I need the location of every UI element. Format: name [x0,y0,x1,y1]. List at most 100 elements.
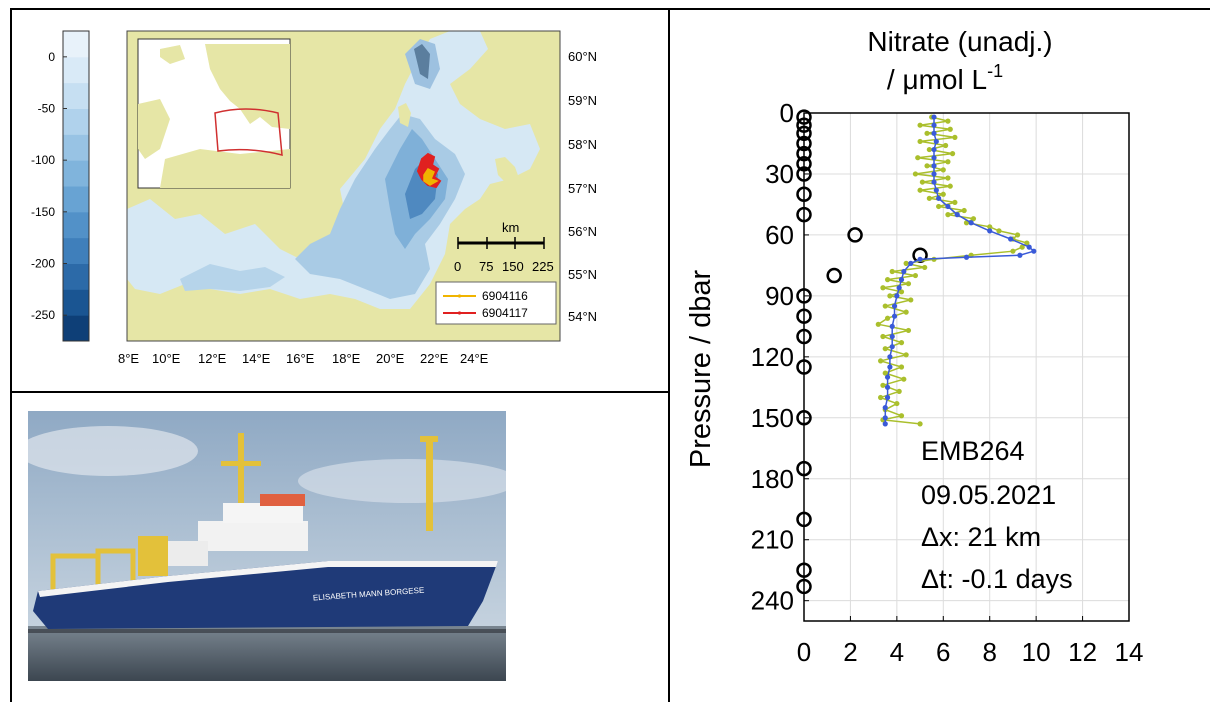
data-point [898,340,905,346]
data-point [917,187,923,193]
data-point [970,216,977,222]
scalebar-tick: 225 [532,259,554,274]
data-point [880,285,886,291]
y-tick-labels: 0 30 60 90 120 150 180 210 240 [751,98,809,616]
chart-title-line1: Nitrate (unadj.) [867,26,1052,57]
data-point [931,122,937,128]
data-point [931,130,937,136]
colorbar-segment [63,186,89,213]
data-point [905,281,912,287]
data-point [926,195,932,201]
chart-title-line2: / μmol L-1 [887,61,1003,95]
data-point [875,321,881,327]
data-point [889,333,895,340]
data-point [926,146,932,153]
data-point [889,268,895,275]
colorbar-tick-label: -200 [31,257,55,271]
data-point [924,130,930,136]
annotation-date: 09.05.2021 [921,480,1056,510]
longitude-labels: 8°E 10°E 12°E 14°E 16°E 18°E 20°E 22°E 24°E [118,351,489,366]
latitude-label: 60°N [568,49,597,64]
data-point [931,179,937,185]
data-point [940,167,946,173]
depth-colorbar [62,30,90,342]
latitude-label: 58°N [568,137,597,152]
colorbar-segment [63,108,89,135]
inset-overview-map [137,38,291,189]
longitude-label: 8°E [118,351,139,366]
colorbar-tick-label: 0 [48,50,55,64]
data-point-circle [847,227,863,243]
data-point [884,374,891,380]
colorbar-segment [63,56,89,84]
data-point [898,289,905,295]
inset-region-box [214,108,283,156]
data-point [903,260,909,266]
plot-series [796,109,1037,595]
longitude-label: 20°E [376,351,405,366]
longitude-label: 12°E [198,351,227,366]
data-point [1031,248,1037,254]
data-point [882,415,888,421]
longitude-label: 14°E [242,351,271,366]
y-tick-label: 210 [751,525,794,555]
colorbar-segment [63,263,89,290]
nitrate-profile-chart: Nitrate (unadj.) / μmol L-1 Pressure / d… [685,26,1144,667]
colorbar-tick-label: -100 [31,153,55,167]
depth-colorbar-ticks: 0 -50 -100 -150 -200 -250 [31,50,67,322]
data-point [908,297,914,303]
map-legend: 6904116 6904117 [435,281,557,325]
series-line [884,117,1036,424]
data-point [882,421,888,427]
float-trajectories [416,152,442,189]
data-point [891,303,898,309]
data-point [945,159,951,165]
data-point [917,138,923,145]
longitude-label: 16°E [286,351,315,366]
data-point [882,346,888,352]
data-point [945,203,951,210]
data-point-circle [826,267,842,284]
data-point [878,394,884,401]
data-point [919,179,925,185]
data-point [880,333,886,340]
data-point [931,171,937,177]
data-point [961,207,967,214]
data-point [898,364,905,370]
x-tick-label: 0 [797,637,811,667]
data-point [952,134,958,140]
scalebar-tick: 150 [502,259,524,274]
gotland-island [398,103,520,185]
data-point [884,315,891,321]
data-point [884,384,891,390]
ship-hull [33,561,498,629]
data-point [931,155,937,161]
data-point [901,268,907,275]
data-point [912,171,919,177]
y-tick-label: 60 [765,220,794,250]
data-point [891,313,898,319]
legend-label-6904116: 6904116 [482,289,528,303]
x-tick-label: 14 [1115,637,1144,667]
data-point [1026,244,1032,250]
data-point [931,114,937,120]
data-point [1024,240,1030,246]
profile-panel-frame [668,8,1210,702]
data-point [936,195,942,201]
y-tick-label: 30 [765,159,794,189]
longitude-label: 18°E [332,351,361,366]
data-point [987,228,993,234]
data-point [901,376,907,382]
data-point [887,354,893,360]
data-point [933,138,939,145]
data-point [963,254,970,260]
data-point [952,199,958,206]
data-point [915,155,921,161]
data-point [945,118,951,124]
colorbar-tick-label: -150 [31,205,55,219]
data-point [884,277,891,283]
x-tick-label: 10 [1022,637,1051,667]
data-point [1008,236,1014,242]
colorbar-segment [63,315,89,342]
annotation-dx: Δx: 21 km [921,522,1041,552]
